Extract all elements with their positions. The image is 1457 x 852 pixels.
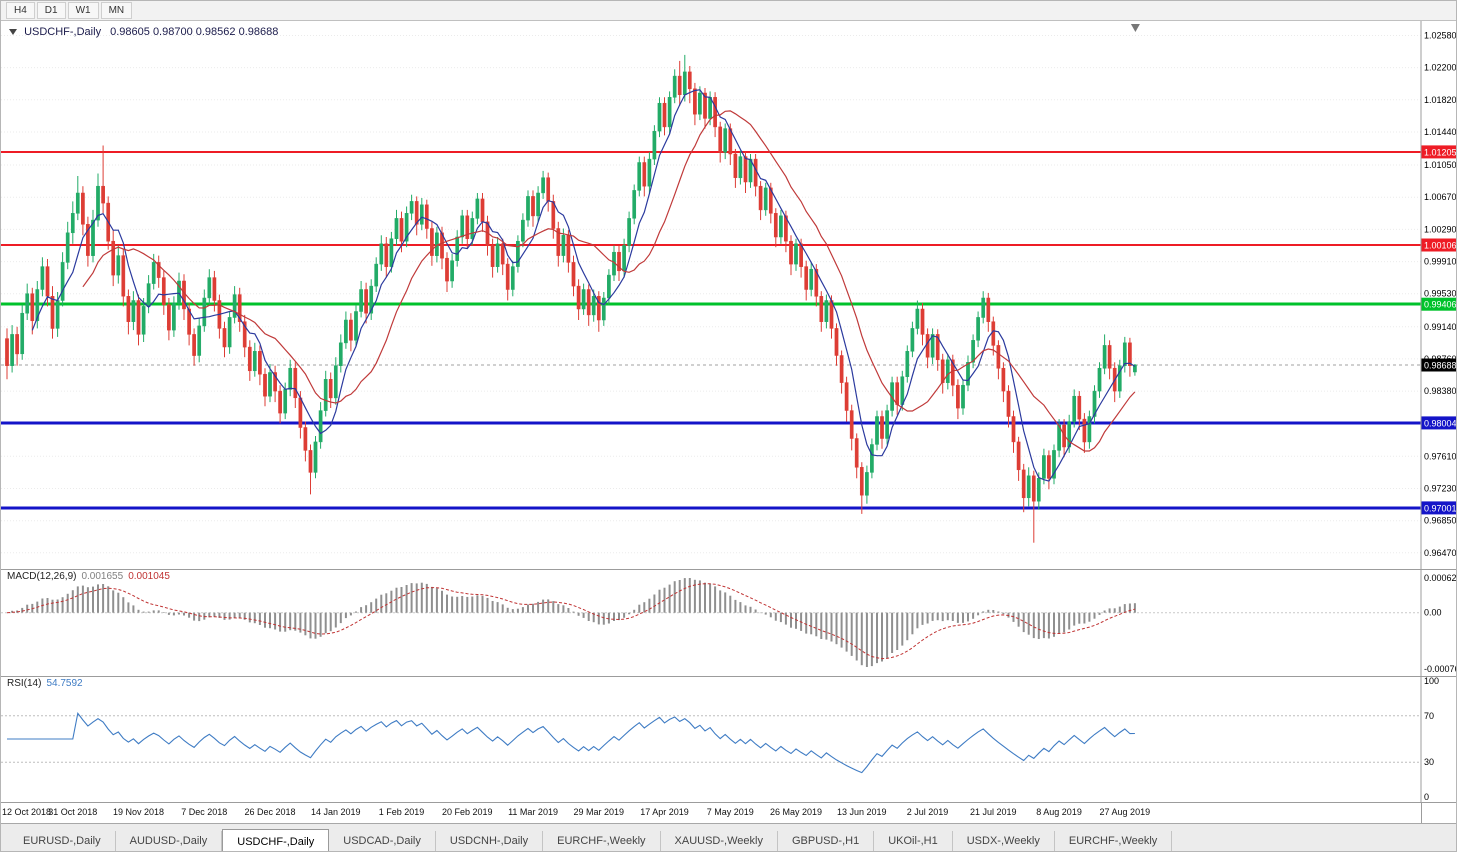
chart-tab-gbpusd-h1[interactable]: GBPUSD-,H1: [778, 831, 875, 851]
rsi-label: RSI(14) 54.7592: [7, 678, 83, 689]
candles-group[interactable]: [5, 54, 1137, 543]
rsi-level-lines: [1, 715, 1421, 763]
chart-title: USDCHF-,Daily 0.98605 0.98700 0.98562 0.…: [9, 26, 278, 38]
macd-hist-value: 0.001655: [81, 571, 124, 582]
timeframe-button-h4[interactable]: H4: [6, 2, 35, 19]
x-axis-label: 7 May 2019: [706, 807, 754, 817]
svg-text:0.98380: 0.98380: [1424, 386, 1457, 396]
x-axis-label: 26 Dec 2018: [244, 807, 296, 817]
chart-tab-audusd-daily[interactable]: AUDUSD-,Daily: [116, 831, 223, 851]
svg-text:0.99406: 0.99406: [1424, 300, 1457, 310]
x-axis-label: 12 Oct 2018: [2, 807, 52, 817]
svg-text:70: 70: [1424, 711, 1434, 721]
x-axis-label: 29 Mar 2019: [573, 807, 625, 817]
chart-tab-ukoil-h1[interactable]: UKOil-,H1: [874, 831, 953, 851]
chart-tab-eurusd-daily[interactable]: EURUSD-,Daily: [9, 831, 116, 851]
x-axis-label: 19 Nov 2018: [112, 807, 165, 817]
x-axis-label: 7 Dec 2018: [181, 807, 228, 817]
svg-text:0.98004: 0.98004: [1424, 418, 1457, 428]
x-axis-label: 17 Apr 2019: [640, 807, 689, 817]
macd-canvas[interactable]: 0.0006286 0.00 -0.0007620: [1, 569, 1457, 676]
svg-text:0.0006286: 0.0006286: [1424, 573, 1457, 583]
macd-signal-value: 0.001045: [128, 571, 170, 582]
x-axis-label: 26 May 2019: [770, 807, 823, 817]
svg-text:1.00106: 1.00106: [1424, 241, 1457, 251]
chart-tab-usdx-weekly[interactable]: USDX-,Weekly: [953, 831, 1055, 851]
x-axis-label: 1 Feb 2019: [378, 807, 425, 817]
x-axis-label: 8 Aug 2019: [1036, 807, 1082, 817]
support-resistance-lines[interactable]: [1, 150, 1421, 510]
svg-text:0.99140: 0.99140: [1424, 322, 1457, 332]
macd-axis: 0.0006286 0.00 -0.0007620: [1424, 573, 1457, 674]
main-chart-panel: 1.02580 1.02200 1.01820 1.01440 1.01050 1.006…: [1, 21, 1456, 569]
chart-symbol-label: USDCHF-,Daily: [24, 26, 102, 38]
svg-text:-0.0007620: -0.0007620: [1424, 664, 1457, 674]
chart-shift-marker-icon[interactable]: [1130, 24, 1140, 32]
x-axis-label: 21 Jul 2019: [970, 807, 1017, 817]
timeframe-button-mn[interactable]: MN: [100, 2, 133, 19]
svg-text:1.00290: 1.00290: [1424, 224, 1457, 234]
price-axis: 1.02580 1.02200 1.01820 1.01440 1.01050 1.006…: [1424, 31, 1457, 558]
x-axis-label: 14 Jan 2019: [310, 807, 361, 817]
svg-text:30: 30: [1424, 757, 1434, 767]
svg-text:0.97230: 0.97230: [1424, 484, 1457, 494]
chart-tab-usdcnh-daily[interactable]: USDCNH-,Daily: [436, 831, 544, 851]
svg-text:0.00: 0.00: [1424, 608, 1442, 618]
macd-signal-line: [6, 583, 1136, 660]
x-axis-label: 31 Oct 2018: [48, 807, 98, 817]
rsi-panel: 100 70 30 0 RSI(14) 54.7592: [1, 676, 1456, 803]
timeframe-button-w1[interactable]: W1: [67, 2, 99, 19]
x-axis-label: 20 Feb 2019: [441, 807, 493, 817]
fast-ma-line: [31, 89, 1136, 482]
macd-indicator-name: MACD(12,26,9): [7, 571, 77, 582]
rsi-line: [7, 711, 1135, 774]
macd-label: MACD(12,26,9) 0.001655 0.001045: [7, 571, 170, 582]
svg-text:100: 100: [1424, 676, 1439, 686]
price-badges: 1.01205 1.00106 0.99406 0.98004 0.97001 0.986…: [1421, 145, 1457, 515]
rsi-canvas[interactable]: 100 70 30 0: [1, 676, 1457, 803]
svg-text:1.01440: 1.01440: [1424, 127, 1457, 137]
svg-text:1.01820: 1.01820: [1424, 95, 1457, 105]
svg-text:0.97001: 0.97001: [1424, 503, 1457, 513]
svg-text:0.98688: 0.98688: [1424, 361, 1457, 371]
timeframe-button-d1[interactable]: D1: [36, 2, 66, 19]
svg-text:0.96850: 0.96850: [1424, 516, 1457, 526]
chart-tab-xauusd-weekly[interactable]: XAUUSD-,Weekly: [661, 831, 778, 851]
svg-text:1.01205: 1.01205: [1424, 147, 1457, 157]
chart-marker-icon: [9, 29, 17, 35]
chart-tab-usdchf-daily[interactable]: USDCHF-,Daily: [222, 829, 330, 851]
svg-text:1.00670: 1.00670: [1424, 192, 1457, 202]
chart-tab-eurchf-weekly[interactable]: EURCHF-,Weekly: [543, 831, 661, 851]
x-axis-label: 2 Jul 2019: [906, 807, 949, 817]
svg-text:0.97610: 0.97610: [1424, 451, 1457, 461]
svg-text:1.02200: 1.02200: [1424, 63, 1457, 73]
svg-text:0: 0: [1424, 792, 1429, 802]
svg-text:1.02580: 1.02580: [1424, 31, 1457, 41]
chart-tab-eurchf-weekly[interactable]: EURCHF-,Weekly: [1055, 831, 1173, 851]
svg-text:1.01050: 1.01050: [1424, 160, 1457, 170]
chart-tab-usdcad-daily[interactable]: USDCAD-,Daily: [329, 831, 436, 851]
chart-ohlc-values: 0.98605 0.98700 0.98562 0.98688: [110, 26, 279, 38]
slow-ma-line: [82, 110, 1136, 452]
macd-panel: 0.0006286 0.00 -0.0007620 MACD(12,26,9) 0.0…: [1, 569, 1456, 676]
x-axis-label: 11 Mar 2019: [508, 807, 558, 817]
rsi-indicator-name: RSI(14): [7, 678, 42, 689]
x-axis-label: 27 Aug 2019: [1099, 807, 1151, 817]
main-chart-canvas[interactable]: 1.02580 1.02200 1.01820 1.01440 1.01050 1.006…: [1, 21, 1457, 569]
svg-text:0.99530: 0.99530: [1424, 289, 1457, 299]
time-axis: 12 Oct 2018 31 Oct 2018 19 Nov 2018 7 Dec 2…: [1, 803, 1456, 823]
rsi-axis: 100 70 30 0: [1424, 676, 1439, 802]
macd-histogram: [11, 578, 1136, 667]
timeframe-toolbar: H4 D1 W1 MN: [1, 1, 1456, 21]
chart-tabs-bar: EURUSD-,Daily AUDUSD-,Daily USDCHF-,Daily U…: [1, 823, 1456, 851]
rsi-value: 54.7592: [46, 678, 83, 689]
svg-text:0.96470: 0.96470: [1424, 548, 1457, 558]
x-axis-label: 13 Jun 2019: [837, 807, 887, 817]
svg-text:0.99910: 0.99910: [1424, 257, 1457, 267]
